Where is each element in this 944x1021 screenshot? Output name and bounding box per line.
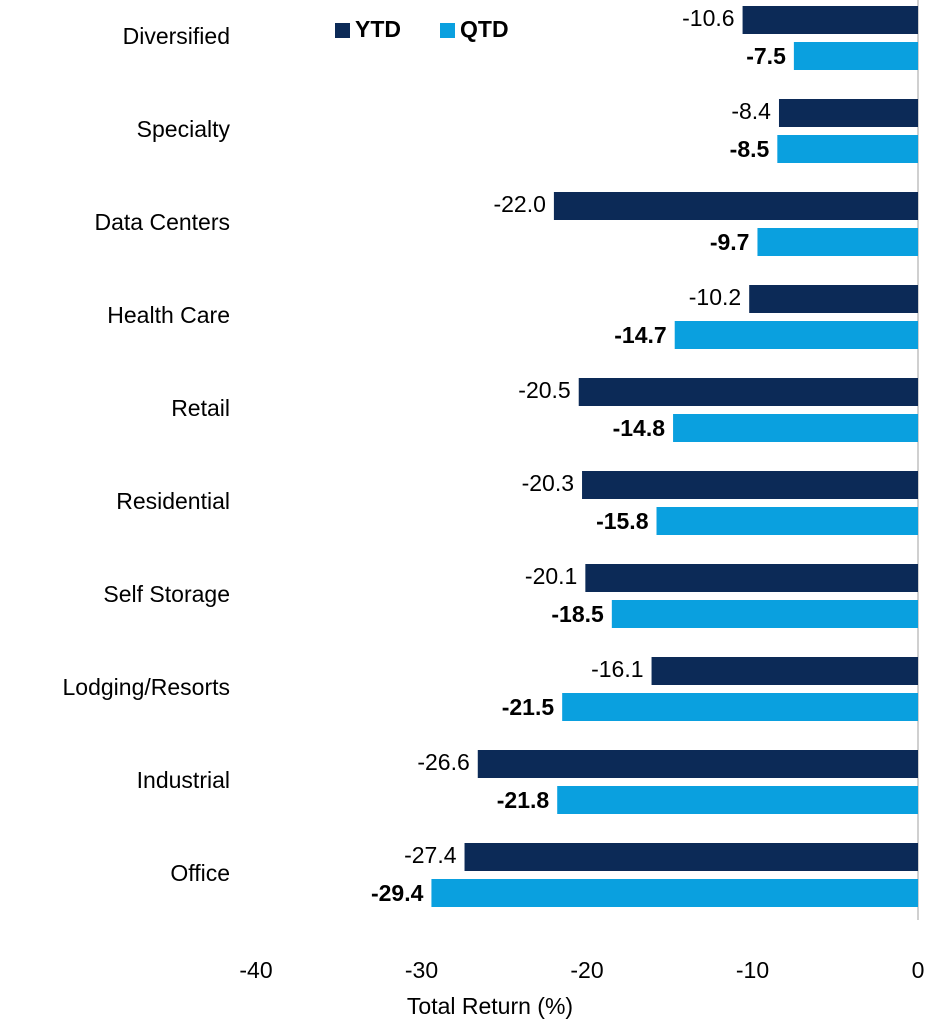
bar: [777, 135, 918, 163]
data-label: -22.0: [493, 191, 545, 217]
y-tick-label: Office: [170, 860, 230, 886]
data-label: -21.5: [502, 694, 555, 720]
bar: [651, 657, 918, 685]
legend-swatch: [335, 23, 350, 38]
bar: [793, 42, 918, 70]
y-tick-label: Diversified: [123, 23, 230, 49]
y-tick-label: Industrial: [137, 767, 230, 793]
data-label: -20.1: [525, 563, 577, 589]
data-label: -26.6: [417, 749, 469, 775]
y-tick-label: Residential: [116, 488, 230, 514]
legend-swatch: [440, 23, 455, 38]
bar: [431, 879, 918, 907]
y-tick-label: Retail: [171, 395, 230, 421]
y-tick-label: Health Care: [107, 302, 230, 328]
legend-label: QTD: [460, 16, 509, 42]
x-tick-label: -40: [239, 957, 272, 983]
data-label: -14.7: [614, 322, 666, 348]
data-label: -20.5: [518, 377, 570, 403]
bar: [464, 843, 918, 871]
bar: [585, 564, 918, 592]
x-axis-title: Total Return (%): [407, 993, 573, 1019]
bar: [673, 414, 918, 442]
bar: [742, 6, 918, 34]
bar: [557, 786, 918, 814]
data-label: -10.2: [689, 284, 741, 310]
bar: [553, 192, 918, 220]
bar: [778, 99, 918, 127]
legend-label: YTD: [355, 16, 401, 42]
bar: [477, 750, 918, 778]
bar: [582, 471, 918, 499]
x-tick-label: -10: [736, 957, 769, 983]
y-tick-label: Specialty: [137, 116, 231, 142]
data-label: -10.6: [682, 5, 734, 31]
data-label: -27.4: [404, 842, 457, 868]
x-tick-label: -20: [570, 957, 603, 983]
data-label: -29.4: [371, 880, 424, 906]
bar: [578, 378, 918, 406]
bar: [749, 285, 918, 313]
bar: [656, 507, 918, 535]
bar: [562, 693, 918, 721]
y-tick-label: Lodging/Resorts: [63, 674, 231, 700]
data-label: -14.8: [613, 415, 666, 441]
data-label: -9.7: [710, 229, 750, 255]
bar: [611, 600, 918, 628]
data-label: -15.8: [596, 508, 649, 534]
y-tick-label: Self Storage: [103, 581, 230, 607]
data-label: -21.8: [497, 787, 550, 813]
data-label: -8.5: [730, 136, 770, 162]
x-tick-label: -30: [405, 957, 438, 983]
data-label: -18.5: [551, 601, 604, 627]
data-label: -16.1: [591, 656, 643, 682]
data-label: -8.4: [731, 98, 771, 124]
data-label: -20.3: [522, 470, 574, 496]
x-tick-label: 0: [912, 957, 925, 983]
bar: [757, 228, 918, 256]
y-tick-label: Data Centers: [94, 209, 230, 235]
bar: [674, 321, 918, 349]
data-label: -7.5: [746, 43, 786, 69]
